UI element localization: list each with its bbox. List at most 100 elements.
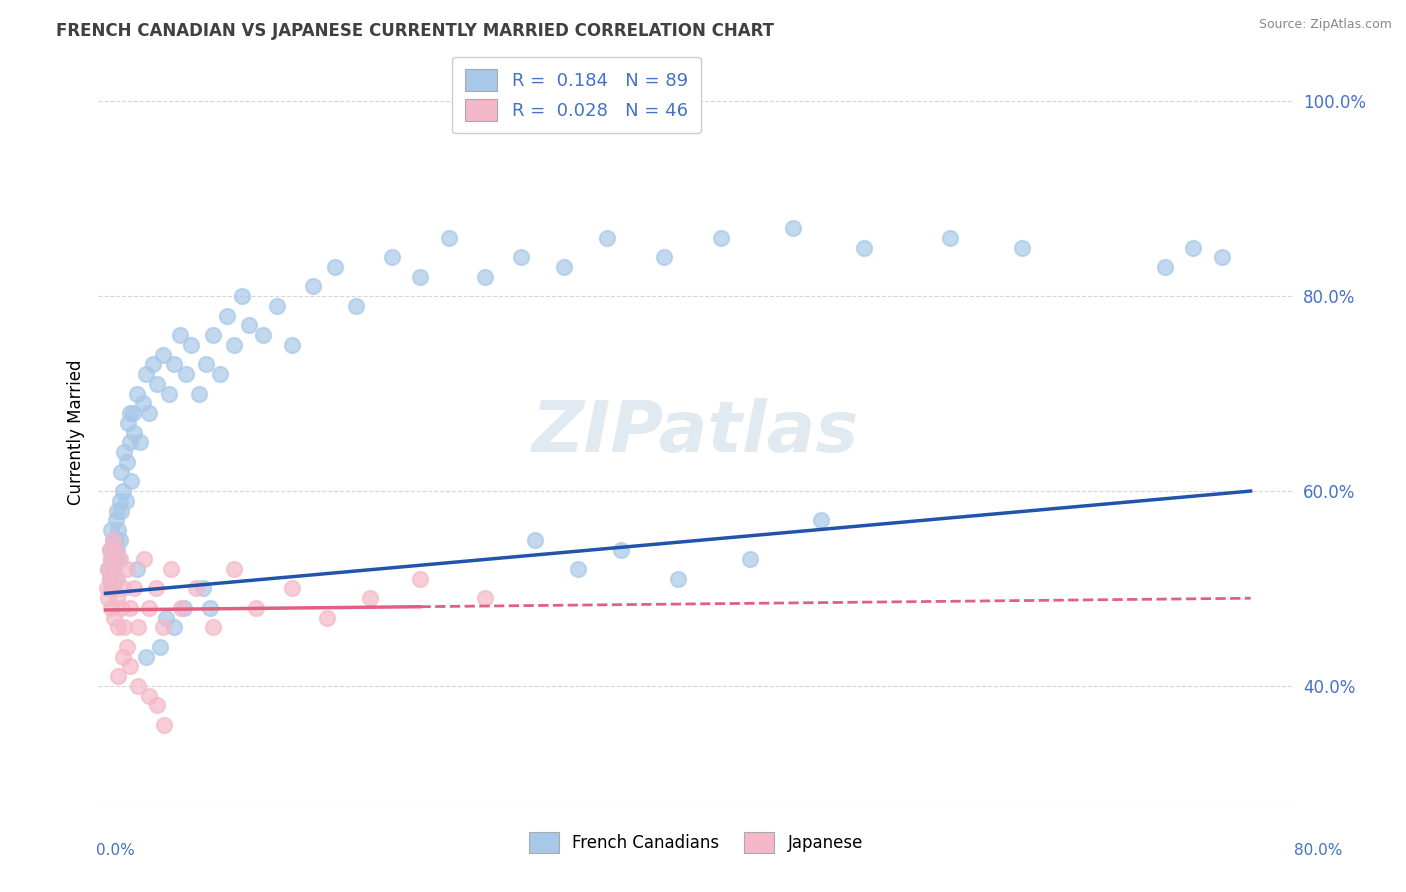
Point	[170, 601, 193, 615]
Point	[245, 601, 267, 615]
Point	[100, 552, 122, 566]
Point	[117, 416, 139, 430]
Point	[201, 328, 224, 343]
Point	[103, 552, 125, 566]
Text: ZIPatlas: ZIPatlas	[533, 398, 859, 467]
Point	[344, 299, 367, 313]
Point	[108, 533, 131, 547]
Point	[105, 542, 128, 557]
Point	[100, 523, 122, 537]
Point	[209, 367, 232, 381]
Point	[180, 338, 202, 352]
Point	[101, 533, 124, 547]
Point	[97, 562, 120, 576]
Point	[120, 475, 142, 489]
Point	[104, 542, 127, 557]
Point	[111, 649, 134, 664]
Point	[145, 582, 167, 596]
Point	[112, 620, 135, 634]
Point	[125, 562, 148, 576]
Text: 0.0%: 0.0%	[96, 843, 135, 858]
Point	[138, 406, 160, 420]
Point	[149, 640, 172, 654]
Point	[122, 425, 145, 440]
Point	[101, 533, 124, 547]
Point	[103, 611, 125, 625]
Point	[115, 640, 138, 654]
Point	[105, 572, 128, 586]
Point	[595, 231, 617, 245]
Point	[110, 465, 132, 479]
Point	[118, 601, 141, 615]
Point	[553, 260, 575, 274]
Point	[231, 289, 253, 303]
Point	[738, 552, 761, 566]
Point	[121, 406, 143, 420]
Text: 80.0%: 80.0%	[1295, 843, 1343, 858]
Point	[198, 601, 221, 615]
Point	[108, 493, 131, 508]
Y-axis label: Currently Married: Currently Married	[66, 359, 84, 506]
Point	[509, 250, 531, 264]
Point	[152, 620, 174, 634]
Point	[100, 582, 122, 596]
Point	[100, 601, 122, 615]
Point	[409, 269, 432, 284]
Point	[135, 367, 157, 381]
Point	[652, 250, 675, 264]
Point	[610, 542, 633, 557]
Point	[302, 279, 325, 293]
Point	[101, 562, 124, 576]
Point	[155, 611, 177, 625]
Point	[128, 679, 150, 693]
Point	[146, 698, 169, 713]
Point	[111, 484, 134, 499]
Point	[132, 396, 155, 410]
Point	[100, 552, 122, 566]
Point	[201, 620, 224, 634]
Point	[381, 250, 404, 264]
Point	[97, 562, 120, 576]
Point	[191, 582, 214, 596]
Point	[138, 689, 160, 703]
Point	[114, 493, 136, 508]
Point	[101, 582, 124, 596]
Point	[153, 718, 176, 732]
Point	[115, 562, 138, 576]
Point	[118, 435, 141, 450]
Point	[266, 299, 288, 313]
Point	[112, 445, 135, 459]
Point	[104, 513, 127, 527]
Point	[125, 386, 148, 401]
Point	[782, 221, 804, 235]
Point	[217, 309, 239, 323]
Point	[523, 533, 546, 547]
Point	[1211, 250, 1233, 264]
Point	[97, 591, 120, 606]
Point	[1153, 260, 1175, 274]
Point	[135, 649, 157, 664]
Point	[101, 582, 124, 596]
Point	[98, 542, 121, 557]
Point	[280, 338, 302, 352]
Point	[939, 231, 962, 245]
Point	[323, 260, 346, 274]
Point	[316, 611, 339, 625]
Point	[107, 523, 129, 537]
Point	[474, 269, 496, 284]
Point	[115, 455, 138, 469]
Point	[280, 582, 302, 596]
Point	[810, 513, 832, 527]
Point	[1011, 240, 1033, 255]
Point	[96, 582, 118, 596]
Point	[98, 572, 121, 586]
Point	[122, 582, 145, 596]
Point	[194, 358, 217, 372]
Point	[104, 572, 127, 586]
Point	[128, 620, 150, 634]
Point	[184, 582, 207, 596]
Point	[107, 620, 129, 634]
Legend: French Canadians, Japanese: French Canadians, Japanese	[520, 824, 872, 861]
Point	[567, 562, 589, 576]
Text: Source: ZipAtlas.com: Source: ZipAtlas.com	[1258, 18, 1392, 31]
